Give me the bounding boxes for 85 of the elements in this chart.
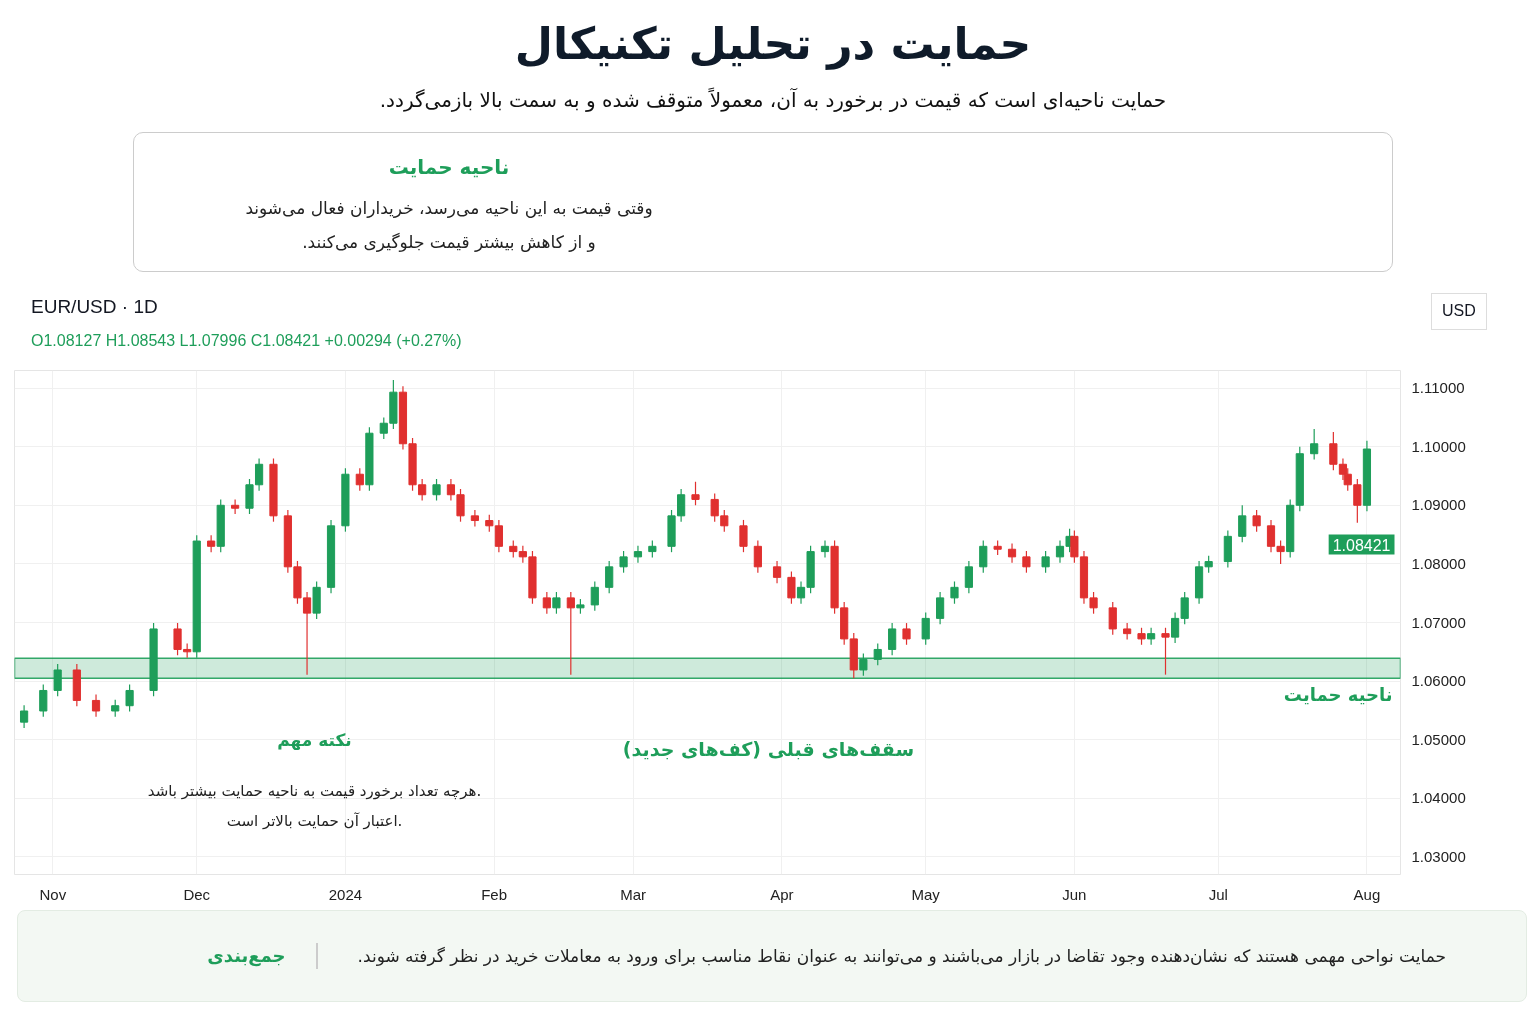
candlestick	[772, 560, 782, 584]
text: و از کاهش بیشتر قیمت جلوگیری می‌کنند.	[301, 231, 597, 255]
candlestick	[1007, 542, 1017, 564]
y-tick-label: 1.11000	[1411, 379, 1465, 397]
candlestick	[470, 509, 479, 527]
candlestick	[888, 622, 897, 656]
y-tick-label: 1.10000	[1411, 437, 1466, 455]
x-tick-label: Feb	[481, 885, 508, 903]
candlestick	[691, 481, 700, 506]
candlestick	[566, 591, 575, 676]
y-tick-label: 1.04000	[1411, 789, 1466, 807]
annotation: هرچه تعداد برخورد قیمت به ناحیه حمایت بیشتر باشد.	[147, 781, 482, 800]
x-tick-label: May	[911, 885, 941, 903]
candlestick	[820, 539, 830, 559]
candlestick	[1238, 504, 1247, 543]
candlestick	[1041, 550, 1050, 574]
x-tick-label: Dec	[183, 885, 211, 903]
candlestick	[1252, 509, 1261, 533]
candlestick	[91, 693, 101, 718]
chart-subtitle: حمایت ناحیه‌ای است که قیمت در برخورد به آن، معمولاً متوقف شده و به سمت بالا بازمی‌گردد.	[378, 86, 1168, 114]
candlestick	[902, 622, 911, 646]
candlestick	[677, 488, 686, 523]
text: EUR/USD · 1D	[31, 296, 158, 317]
candlestick	[207, 534, 216, 553]
candlestick	[1329, 431, 1338, 471]
candlestick	[787, 570, 796, 605]
candlestick	[964, 560, 973, 594]
candlestick	[1171, 611, 1180, 644]
text: وقتی قیمت به این ناحیه می‌رسد، خریداران فعال می‌شوند	[244, 196, 654, 220]
chart-title: حمایت در تحلیل تکنیکال	[513, 17, 1033, 72]
text: O1.08127 H1.08543 L1.07996 C1.08421 +0.00294 (+0.27%)	[31, 331, 463, 352]
band-label: ناحیه حمایت	[1283, 684, 1393, 706]
candlestick	[53, 663, 62, 697]
text: جمع‌بندی	[207, 943, 318, 969]
annotation: 1.08421	[1332, 536, 1391, 554]
y-tick-label: 1.07000	[1411, 613, 1466, 631]
candlestick	[125, 684, 134, 713]
candlestick	[605, 560, 614, 594]
candlestick	[1022, 550, 1031, 574]
y-tick-label: 1.09000	[1411, 496, 1466, 514]
candlestick	[859, 652, 868, 677]
candlestick	[1161, 627, 1170, 676]
y-tick-label: 1.08000	[1411, 554, 1466, 572]
candlestick	[1310, 428, 1319, 461]
text: USD	[1431, 293, 1487, 330]
annotation: نکته مهم	[277, 729, 352, 751]
x-tick-label: Aug	[1353, 885, 1381, 903]
annotation: اعتبار آن حمایت بالاتر است.	[226, 811, 403, 830]
annotation: سقف‌های قبلی (کف‌های جدید)	[622, 737, 915, 760]
candlestick	[245, 478, 254, 515]
y-tick-label: 1.06000	[1411, 672, 1466, 690]
candlestick	[1147, 627, 1156, 646]
candlestick	[254, 457, 264, 492]
candlestick	[633, 545, 643, 564]
candlestick	[542, 591, 551, 615]
candlestick	[231, 498, 240, 515]
candlestick	[432, 478, 441, 502]
x-tick-label: 2024	[328, 885, 363, 903]
candlestick	[355, 467, 364, 492]
x-tick-label: Apr	[770, 885, 794, 903]
candlestick	[1108, 601, 1117, 636]
text: حمایت نواحی مهمی هستند که نشان‌دهنده وجود تقاضا در بازار می‌باشند و می‌توانند به عنوان نقاط مناسب برای ورود به معاملات خرید در نظر گرفته شوند.	[357, 944, 1446, 969]
candlestick	[950, 580, 959, 605]
candlestick	[1055, 539, 1065, 564]
candlestick	[552, 591, 561, 615]
x-tick-label: Mar	[620, 885, 647, 903]
candlestick	[1123, 622, 1132, 641]
y-tick-label: 1.05000	[1411, 730, 1466, 748]
candlestick	[619, 550, 628, 574]
candlestick	[873, 643, 882, 666]
x-tick-label: Jun	[1062, 885, 1087, 903]
candlestick	[39, 684, 48, 718]
candlestick	[936, 591, 945, 625]
candlestick	[796, 580, 806, 605]
candlestick	[590, 580, 599, 612]
text: ناحیه حمایت	[387, 154, 511, 182]
candlestick	[19, 704, 29, 729]
candlestick	[979, 539, 988, 574]
y-tick-label: 1.03000	[1411, 847, 1466, 865]
x-tick-label: Nov	[39, 885, 67, 903]
candlestick	[1180, 591, 1189, 625]
candlestick	[921, 611, 930, 646]
x-tick-label: Jul	[1208, 885, 1228, 903]
candlestick	[739, 519, 748, 553]
candlestick	[753, 539, 762, 574]
